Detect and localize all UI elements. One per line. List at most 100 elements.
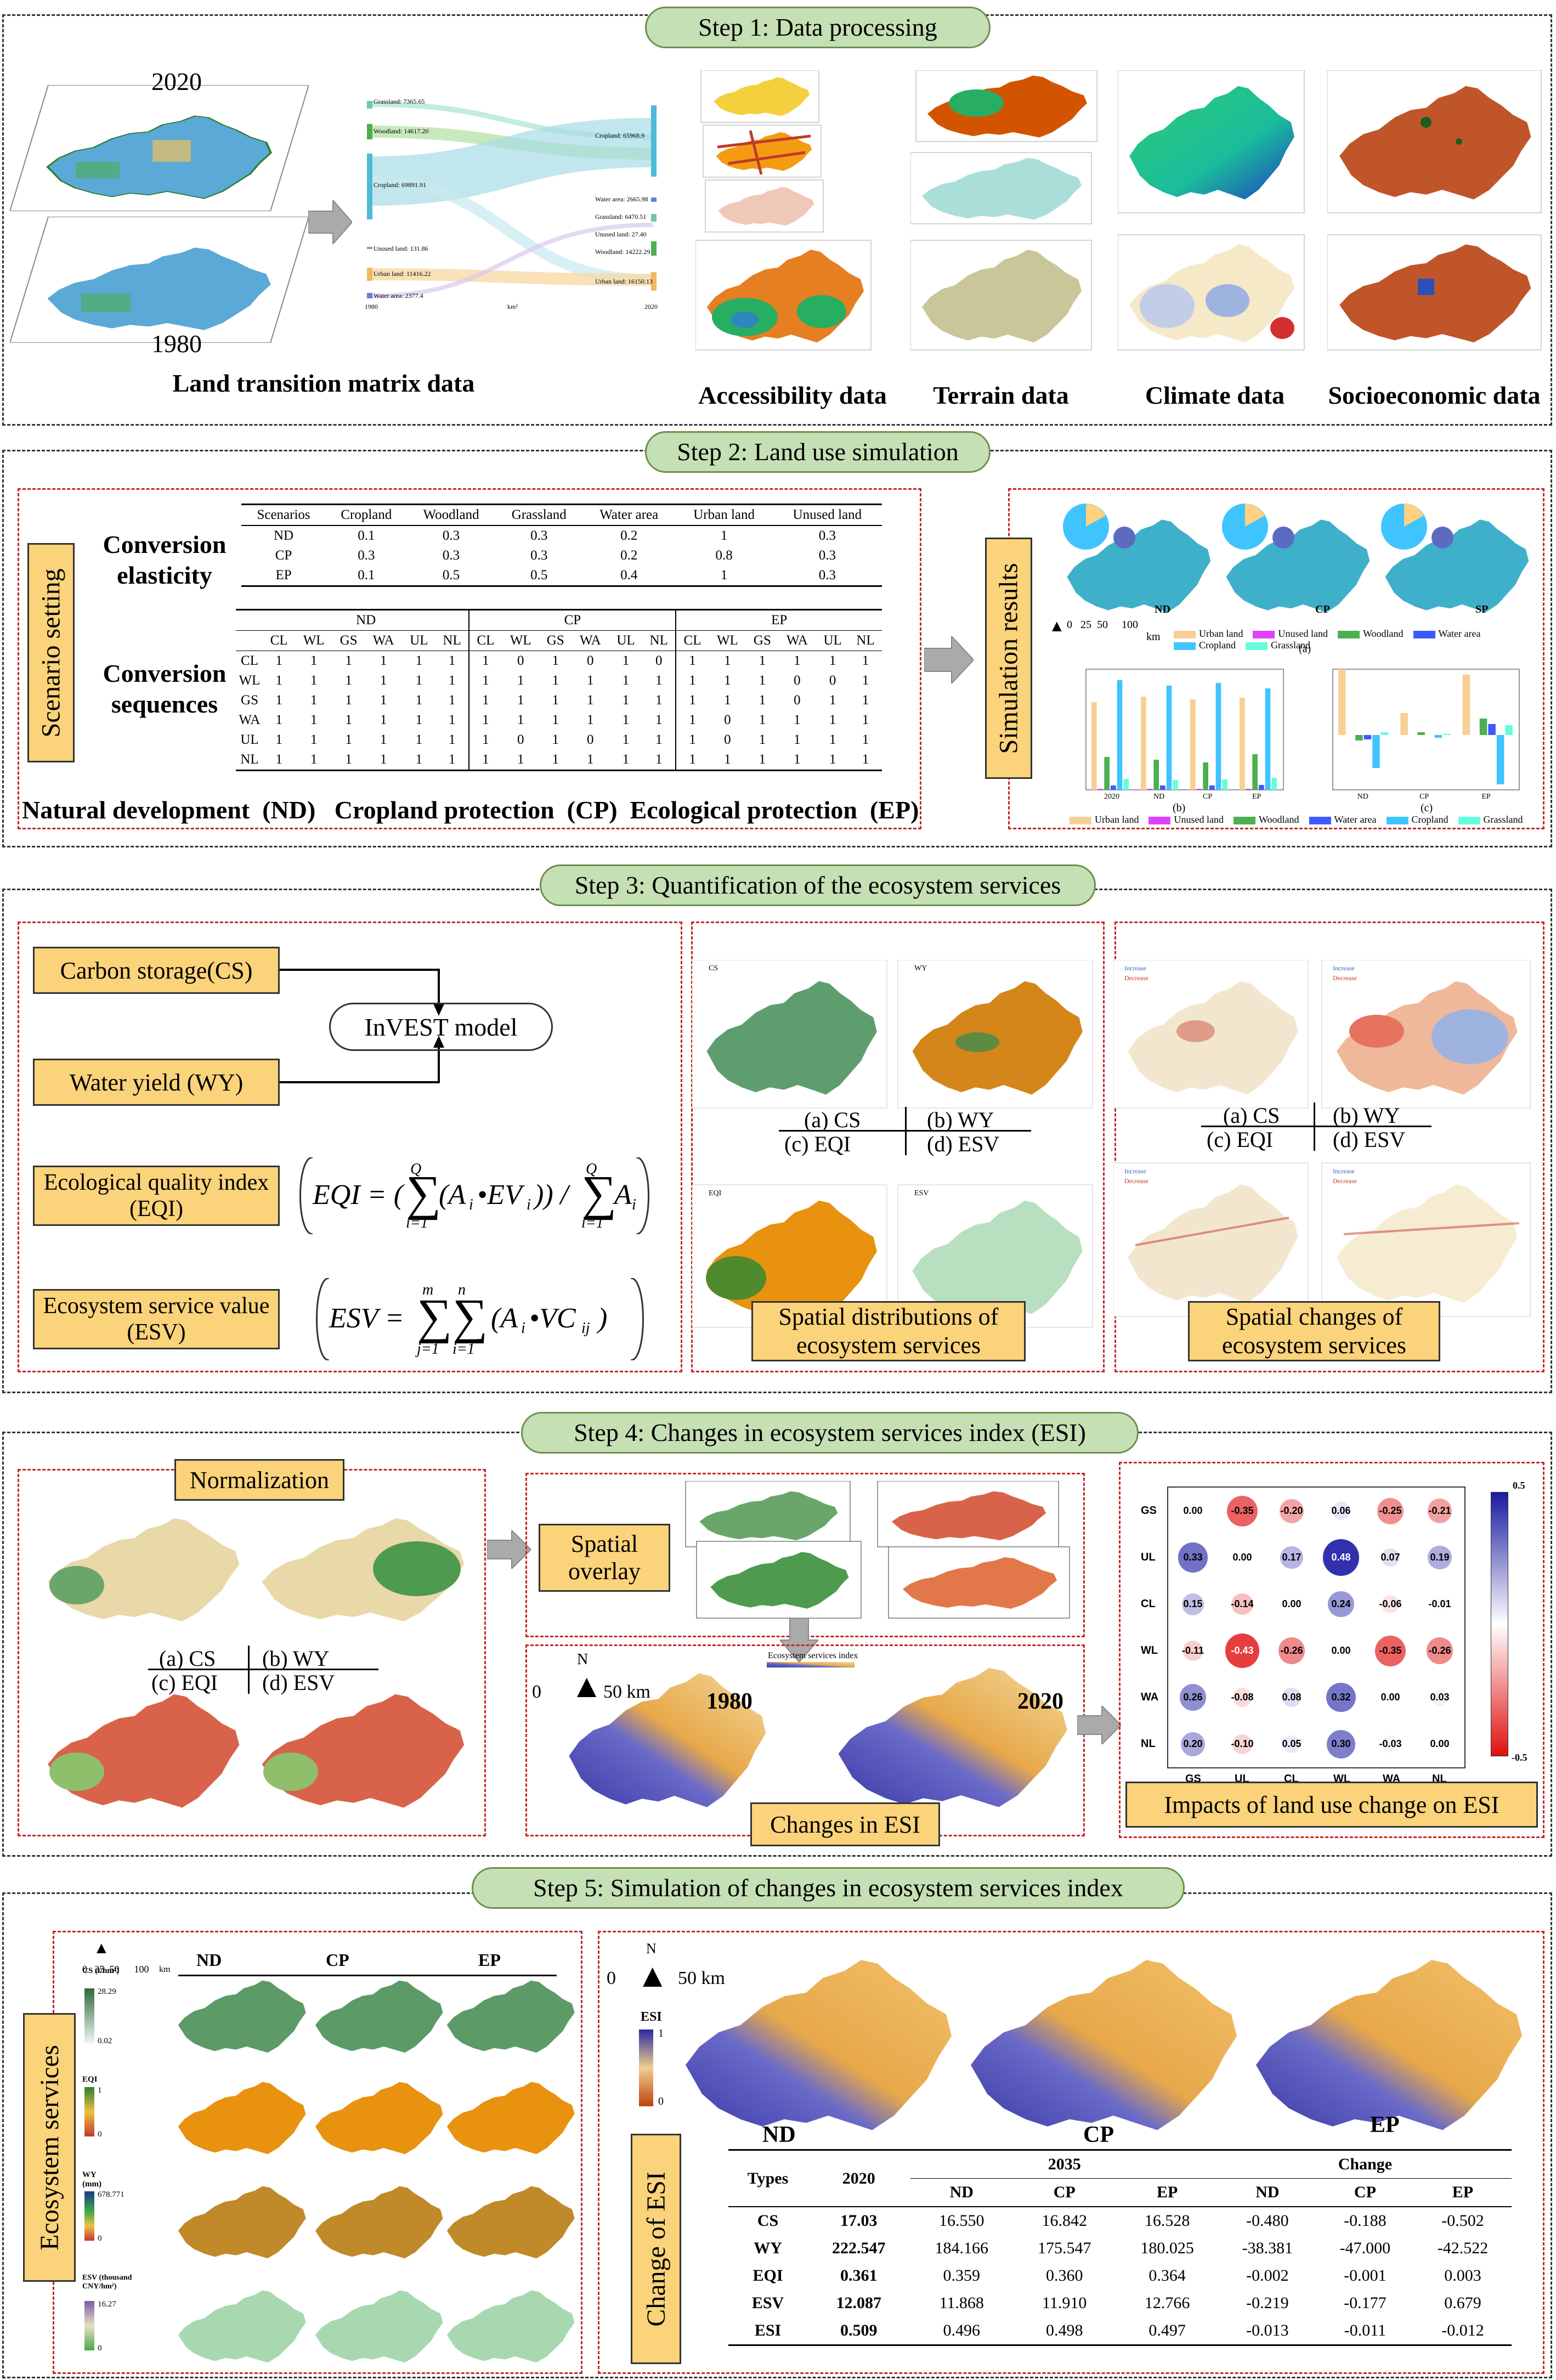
bar xyxy=(1104,757,1110,790)
sim-legend-bottom: Urban land Unused land Woodland Water area C… xyxy=(1070,814,1541,828)
rt-types: Types xyxy=(728,2150,808,2207)
legend-swatch xyxy=(1233,816,1255,824)
bar xyxy=(1271,778,1277,790)
sankey-right-4: Woodland: 14222.29 xyxy=(595,248,650,256)
bar xyxy=(1434,735,1442,738)
matrix-cell: -0.10 xyxy=(1231,1734,1254,1754)
sankey-right-3: Unused land: 27.40 xyxy=(595,230,647,238)
sequence-cell: 0 xyxy=(517,653,524,668)
sequence-cell: 1 xyxy=(517,713,524,727)
matrix-cell: 0.06 xyxy=(1331,1502,1351,1520)
sequence-cell: 1 xyxy=(415,732,423,747)
esi-scale-km: 50 km xyxy=(603,1682,650,1702)
legend-swatch xyxy=(1386,816,1408,824)
bar xyxy=(1173,780,1178,790)
chg-vdivider xyxy=(1314,1103,1315,1151)
sequence-cell: 1 xyxy=(622,752,630,767)
sequence-cell: 1 xyxy=(517,673,524,688)
legend-item: Water area xyxy=(1309,814,1377,826)
dist-tag-eqi: EQI xyxy=(709,1189,722,1197)
legend-swatch xyxy=(1174,630,1196,638)
svg-text:•VC: •VC xyxy=(529,1303,576,1334)
el-h0: Scenarios xyxy=(257,507,310,522)
matrix-cell: 0.07 xyxy=(1380,1548,1400,1567)
sequence-cell: 1 xyxy=(794,653,801,668)
bar xyxy=(1123,779,1129,790)
seq-group-header: ND CP EP xyxy=(236,609,882,631)
esv-legend-max: 16.27 xyxy=(98,2300,116,2309)
sequence-cell: 1 xyxy=(552,732,559,747)
norm-vdivider xyxy=(248,1646,250,1694)
seq-col-label: WL xyxy=(716,633,738,648)
sequence-cell: 1 xyxy=(862,653,869,668)
cs-legend-max: 28.29 xyxy=(98,1987,116,1996)
seq-group-ep: EP xyxy=(771,613,788,627)
legend-label: Woodland xyxy=(1362,628,1404,639)
sequence-cell: 1 xyxy=(587,752,594,767)
esi-north-icon: ▲ xyxy=(570,1668,603,1704)
eco-col-nd: ND xyxy=(196,1950,222,1970)
sequence-cell: 1 xyxy=(552,713,559,727)
svg-text:j=1: j=1 xyxy=(415,1341,439,1358)
bar xyxy=(1363,735,1372,739)
sequence-cell: 1 xyxy=(435,710,470,730)
bar xyxy=(1479,719,1487,735)
legend-swatch xyxy=(1148,816,1171,824)
sequence-row-label: WA xyxy=(239,713,261,727)
results-row: ESI 0.509 0.496 0.498 0.497 -0.013 -0.011 -0.01… xyxy=(728,2317,1512,2345)
sequence-row-label: UL xyxy=(240,732,259,747)
spatial-change-box xyxy=(1114,922,1544,1372)
matrix-cell: 0.08 xyxy=(1282,1688,1302,1707)
wy-legend: WY (mm) xyxy=(82,2170,101,2189)
sequence-cell: 1 xyxy=(345,693,352,708)
sequence-cell: 1 xyxy=(829,713,836,727)
sequence-cell: 1 xyxy=(829,732,836,747)
sequence-row: WL 1 1 1 1 1 1 1 1 1 1 1 1 1 1 1 0 0 1 xyxy=(236,671,882,691)
sequence-cell: 1 xyxy=(415,693,423,708)
terrain-caption: Terrain data xyxy=(933,381,1069,409)
matrix-cell: -0.26 xyxy=(1426,1637,1453,1664)
s5-map-nd: ND xyxy=(762,2122,796,2147)
seq-col-label: GS xyxy=(546,633,564,648)
sequence-cell: 1 xyxy=(862,713,869,727)
bar-x-label: EP xyxy=(1252,793,1261,801)
year-2020-label: 2020 xyxy=(151,67,202,95)
chg-label-a: (a) CS xyxy=(1223,1103,1280,1128)
eco-col-cp: CP xyxy=(326,1950,349,1970)
elasticity-table: Scenarios Cropland Woodland Grassland Wa… xyxy=(241,504,882,587)
results-cell: -0.480 xyxy=(1246,2212,1289,2230)
bar xyxy=(1496,735,1504,784)
rt-2020: 2020 xyxy=(807,2150,910,2207)
sequence-cell: 1 xyxy=(689,752,696,767)
bar xyxy=(1209,785,1215,790)
matrix-row-label: GS xyxy=(1141,1504,1157,1517)
elasticity-row: EP 0.1 0.5 0.5 0.4 1 0.3 xyxy=(241,566,882,586)
ecosystem-services-label: Ecosystem services xyxy=(23,2013,76,2282)
sequence-cell: 1 xyxy=(642,671,677,691)
sequence-cell: 1 xyxy=(642,750,677,771)
sankey-left-2: Cropland: 69891.91 xyxy=(374,181,426,189)
svg-text:m: m xyxy=(422,1281,433,1298)
sequence-cell: 1 xyxy=(689,693,696,708)
legend-swatch xyxy=(1246,642,1268,650)
bar-chart-frame xyxy=(1332,669,1520,790)
legend-swatch xyxy=(1413,630,1435,638)
seq-col-blank xyxy=(236,631,263,651)
results-cell: 0.359 xyxy=(943,2266,980,2285)
chg-inc-2: Increase xyxy=(1333,964,1355,972)
sequence-row-label: WL xyxy=(239,673,261,688)
svg-text:i=1: i=1 xyxy=(452,1341,475,1358)
seq-col-label: CL xyxy=(477,633,495,648)
results-cell: -0.011 xyxy=(1344,2321,1387,2339)
norm-label-b: (b) WY xyxy=(262,1646,330,1671)
sequence-cell: 1 xyxy=(415,752,423,767)
matrix-cell: 0.19 xyxy=(1428,1545,1452,1570)
bar xyxy=(1203,762,1208,790)
legend-item: Grassland xyxy=(1458,814,1523,826)
step1-arrow-icon xyxy=(308,200,352,244)
sequence-cell: 1 xyxy=(482,752,489,767)
sankey-right-1: Water area: 2665.98 xyxy=(595,195,648,203)
sim-scale: 0 25 50 100 xyxy=(1067,619,1138,631)
sequence-cell: 1 xyxy=(724,653,731,668)
sim-sub-a: (a) xyxy=(1299,643,1311,655)
